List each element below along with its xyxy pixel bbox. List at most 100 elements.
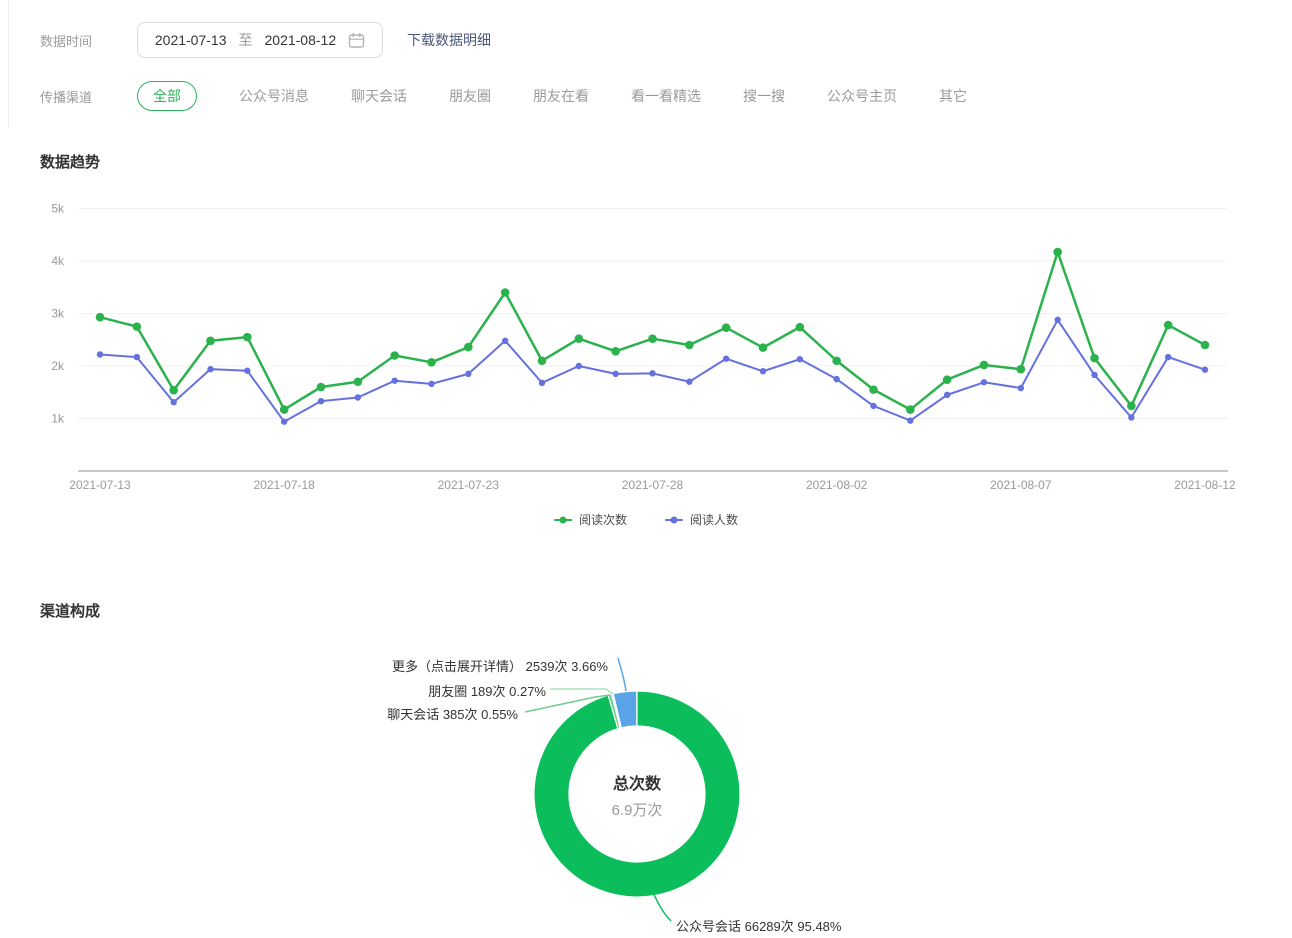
trend-data-point[interactable] — [1091, 371, 1098, 379]
donut-slice-0[interactable] — [533, 690, 741, 898]
trend-data-point[interactable] — [721, 323, 731, 332]
trend-data-point[interactable] — [980, 379, 988, 386]
trend-data-point[interactable] — [648, 334, 657, 343]
trend-data-point[interactable] — [1090, 353, 1099, 363]
donut-center-text: 总次数 6.9万次 — [547, 770, 727, 820]
trend-data-point[interactable] — [869, 385, 878, 394]
callout-more[interactable]: 更多（点击展开详情） 2539次 3.66% — [391, 659, 608, 674]
trend-data-point[interactable] — [575, 362, 583, 370]
trend-data-point[interactable] — [538, 379, 546, 386]
trend-data-point[interactable] — [537, 356, 547, 366]
trend-data-point[interactable] — [279, 405, 289, 414]
channel-tab-3[interactable]: 朋友圈 — [449, 88, 491, 104]
trend-data-point[interactable] — [1128, 414, 1135, 421]
trend-data-point[interactable] — [133, 353, 141, 361]
trend-data-point[interactable] — [612, 370, 619, 378]
callout-moments: 朋友圈 189次 0.27% — [428, 684, 546, 699]
svg-text:1k: 1k — [51, 412, 65, 426]
trend-data-point[interactable] — [796, 355, 804, 363]
trend-data-point[interactable] — [428, 380, 435, 388]
svg-text:2021-07-23: 2021-07-23 — [438, 478, 500, 492]
trend-data-point[interactable] — [907, 417, 914, 424]
trend-data-point[interactable] — [832, 356, 841, 366]
trend-data-point[interactable] — [1054, 316, 1061, 323]
trend-data-point[interactable] — [391, 377, 398, 384]
trend-data-point[interactable] — [611, 347, 620, 356]
trend-data-point[interactable] — [132, 322, 142, 331]
trend-data-point[interactable] — [206, 336, 215, 346]
trend-line-chart: 1k 2k 3k 4k 5k 2021-07-13 2021-07-18 2021-07-23… — [51, 202, 1236, 493]
trend-data-point[interactable] — [243, 332, 252, 342]
trend-data-point[interactable] — [870, 402, 877, 410]
trend-section-title: 数据趋势 — [40, 154, 101, 171]
channel-tab-7[interactable]: 公众号主页 — [827, 88, 897, 104]
channel-tab-5[interactable]: 看一看精选 — [631, 88, 701, 104]
trend-data-point[interactable] — [1163, 320, 1173, 330]
svg-text:2021-07-18: 2021-07-18 — [253, 478, 315, 492]
trend-data-point[interactable] — [1053, 247, 1062, 257]
trend-data-point[interactable] — [1201, 366, 1209, 373]
composition-section-title: 渠道构成 — [40, 603, 101, 620]
trend-data-point[interactable] — [354, 394, 362, 401]
trend-data-point[interactable] — [758, 343, 768, 352]
trend-data-point[interactable] — [390, 351, 399, 360]
legend-item-people[interactable]: 阅读人数 — [665, 511, 738, 528]
trend-data-point[interactable] — [96, 351, 104, 358]
trend-data-point[interactable] — [280, 418, 288, 425]
svg-text:4k: 4k — [51, 254, 65, 268]
trend-data-point[interactable] — [170, 399, 177, 406]
legend-item-reads[interactable]: 阅读次数 — [553, 511, 627, 528]
trend-data-point[interactable] — [722, 355, 730, 362]
trend-data-point[interactable] — [464, 342, 473, 352]
trend-data-point[interactable] — [833, 375, 840, 383]
trend-data-point[interactable] — [685, 340, 694, 350]
trend-data-point[interactable] — [427, 358, 436, 367]
channel-tab-0[interactable]: 全部 — [137, 81, 197, 111]
legend-marker-reads-icon — [553, 518, 572, 521]
trend-data-point[interactable] — [649, 370, 656, 377]
leader-line-chat — [524, 694, 611, 713]
trend-data-point[interactable] — [1016, 364, 1026, 374]
channel-tab-2[interactable]: 聊天会话 — [351, 88, 407, 104]
donut-center-value: 6.9万次 — [611, 802, 663, 819]
trend-data-point[interactable] — [95, 312, 105, 322]
trend-data-point[interactable] — [1200, 340, 1210, 350]
donut-slice-3[interactable] — [612, 690, 638, 729]
trend-data-point[interactable] — [942, 375, 952, 384]
trend-data-point[interactable] — [1127, 401, 1136, 411]
channel-tab-6[interactable]: 搜一搜 — [743, 88, 785, 104]
trend-data-point[interactable] — [759, 368, 767, 375]
trend-data-point[interactable] — [1164, 353, 1172, 361]
trend-data-point[interactable] — [979, 360, 989, 370]
channel-tab-1[interactable]: 公众号消息 — [239, 88, 309, 104]
date-end-value: 2021-08-12 — [264, 32, 337, 48]
trend-data-point[interactable] — [943, 391, 951, 399]
trend-data-point[interactable] — [465, 370, 472, 378]
trend-data-point[interactable] — [500, 288, 510, 297]
donut-center-label: 总次数 — [612, 776, 661, 793]
trend-data-point[interactable] — [906, 405, 915, 414]
trend-data-point[interactable] — [244, 367, 251, 374]
trend-data-point[interactable] — [574, 334, 584, 343]
channel-donut-chart — [524, 657, 741, 922]
trend-data-point[interactable] — [169, 385, 178, 395]
left-edge-divider — [8, 0, 9, 128]
legend-label-reads: 阅读次数 — [578, 513, 627, 527]
channel-tab-4[interactable]: 朋友在看 — [533, 88, 589, 104]
trend-data-point[interactable] — [316, 382, 326, 392]
trend-data-point[interactable] — [317, 397, 325, 405]
trend-data-point[interactable] — [1017, 384, 1025, 392]
trend-data-point[interactable] — [686, 378, 693, 385]
date-range-picker[interactable]: 2021-07-13 至 2021-08-12 — [137, 22, 383, 58]
date-filter-row: 数据时间 2021-07-13 至 2021-08-12 下载数据明细 — [40, 22, 491, 58]
trend-data-point[interactable] — [207, 365, 214, 373]
trend-legend: 阅读次数 阅读人数 — [0, 511, 1292, 528]
svg-text:2021-08-07: 2021-08-07 — [990, 478, 1052, 492]
trend-data-point[interactable] — [501, 337, 509, 344]
leader-line-moments — [550, 688, 614, 695]
trend-data-point[interactable] — [353, 377, 363, 387]
download-data-link[interactable]: 下载数据明细 — [407, 32, 491, 48]
channel-tab-8[interactable]: 其它 — [939, 88, 967, 104]
trend-data-point[interactable] — [795, 322, 805, 332]
